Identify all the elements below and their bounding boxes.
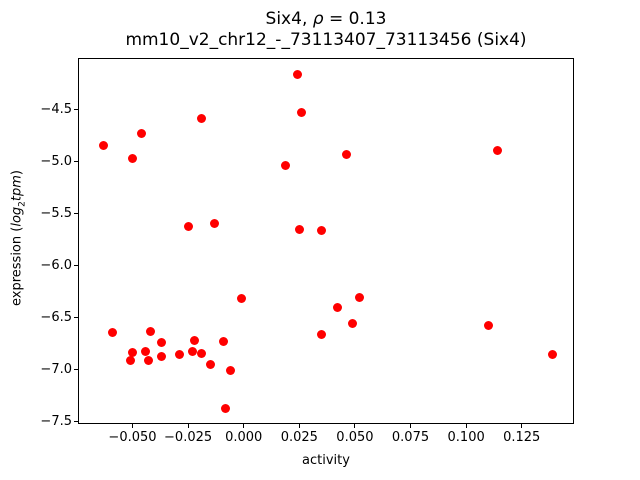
x-axis-tick	[187, 424, 189, 428]
y-axis-tick-label: −6.5	[40, 310, 72, 326]
x-axis-tick-label: 0.025	[280, 430, 318, 445]
y-axis-tick-label: −7.0	[40, 362, 72, 378]
scatter-point	[236, 293, 246, 303]
y-label-prefix: expression (	[9, 226, 25, 306]
scatter-point	[221, 403, 231, 413]
scatter-point	[294, 225, 304, 235]
scatter-point	[141, 346, 151, 356]
scatter-point	[107, 328, 117, 337]
chart-title-line1: Six4, ρ = 0.13	[78, 9, 574, 30]
x-axis-tick-label: 0.125	[503, 430, 541, 445]
scatter-point	[183, 221, 193, 231]
scatter-point	[99, 140, 109, 150]
scatter-point	[143, 356, 153, 366]
y-axis-tick-label: −4.5	[40, 102, 72, 118]
scatter-point	[492, 146, 502, 156]
scatter-point	[210, 218, 220, 228]
scatter-point	[127, 347, 137, 357]
scatter-point	[317, 330, 327, 340]
x-axis-tick	[521, 424, 523, 428]
scatter-point	[156, 351, 166, 361]
x-axis-tick	[354, 424, 356, 428]
y-axis-tick-label: −5.5	[40, 206, 72, 222]
y-axis-tick-label: −5.0	[40, 154, 72, 170]
y-label-subscript: 2	[17, 201, 28, 207]
chart-title: Six4, ρ = 0.13 mm10_v2_chr12_-_73113407_…	[78, 9, 574, 51]
y-axis-tick	[74, 109, 78, 111]
y-axis-tick	[74, 265, 78, 267]
chart-subtitle: mm10_v2_chr12_-_73113407_73113456 (Six4)	[125, 30, 527, 50]
scatter-point	[156, 338, 166, 348]
y-label-log: log	[9, 206, 25, 227]
scatter-point	[332, 303, 342, 313]
scatter-point	[125, 356, 135, 366]
scatter-point	[188, 346, 198, 356]
x-axis-tick	[410, 424, 412, 428]
scatter-point	[354, 292, 364, 302]
y-axis-label: expression (log2tpm)	[10, 170, 31, 306]
y-axis-tick	[74, 161, 78, 163]
x-axis-tick-label: −0.025	[164, 430, 213, 445]
x-axis-tick-label: −0.050	[108, 430, 157, 445]
y-axis-tick-label: −6.0	[40, 258, 72, 274]
scatter-point	[145, 326, 155, 336]
scatter-point	[190, 336, 200, 346]
y-axis-tick	[74, 317, 78, 319]
x-axis-tick	[465, 424, 467, 428]
plot-area	[78, 58, 574, 424]
y-label-suffix: )	[9, 170, 25, 176]
scatter-point	[219, 337, 229, 347]
x-axis-tick-label: 0.050	[336, 430, 374, 445]
scatter-point	[548, 349, 558, 359]
scatter-point	[348, 318, 358, 328]
scatter-point	[317, 226, 327, 236]
x-axis-tick-label: 0.000	[225, 430, 263, 445]
scatter-point	[292, 70, 302, 80]
x-axis-label: activity	[302, 453, 350, 468]
scatter-point	[341, 150, 351, 160]
y-axis-tick-label: −7.5	[40, 414, 72, 430]
scatter-point	[196, 348, 206, 358]
x-axis-tick	[131, 424, 133, 428]
x-axis-tick	[243, 424, 245, 428]
x-axis-tick-label: 0.075	[391, 430, 430, 445]
title-gene: Six4,	[265, 9, 313, 29]
y-axis-tick	[74, 369, 78, 371]
x-axis-tick-label: 0.100	[447, 430, 485, 445]
y-axis-tick	[74, 213, 78, 215]
scatter-point	[297, 107, 307, 117]
scatter-point	[127, 154, 137, 164]
scatter-point	[196, 113, 206, 123]
scatter-point	[174, 349, 184, 359]
title-rho-value: = 0.13	[323, 9, 387, 29]
scatter-point	[205, 360, 215, 370]
x-axis-tick	[298, 424, 300, 428]
rho-symbol: ρ	[312, 9, 324, 29]
scatter-point	[136, 129, 146, 139]
scatter-point	[281, 160, 291, 170]
y-label-tpm: tpm	[9, 175, 25, 202]
scatter-point	[225, 366, 235, 376]
scatter-point	[483, 320, 493, 330]
y-axis-tick	[74, 421, 78, 423]
